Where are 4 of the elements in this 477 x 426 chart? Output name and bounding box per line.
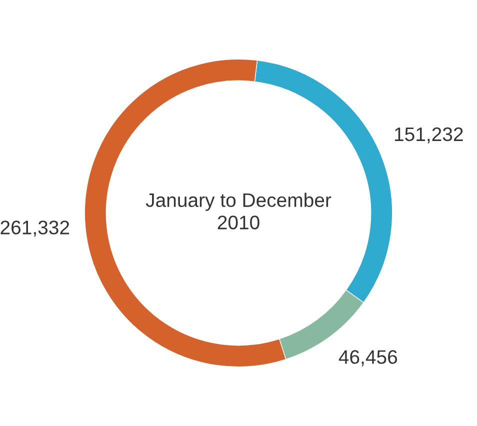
text: January to December 2010 [146,192,332,230]
data-label: 151,232 [394,127,463,144]
data-label: 261,332 [0,220,70,237]
data-label: 46,456 [338,350,398,366]
